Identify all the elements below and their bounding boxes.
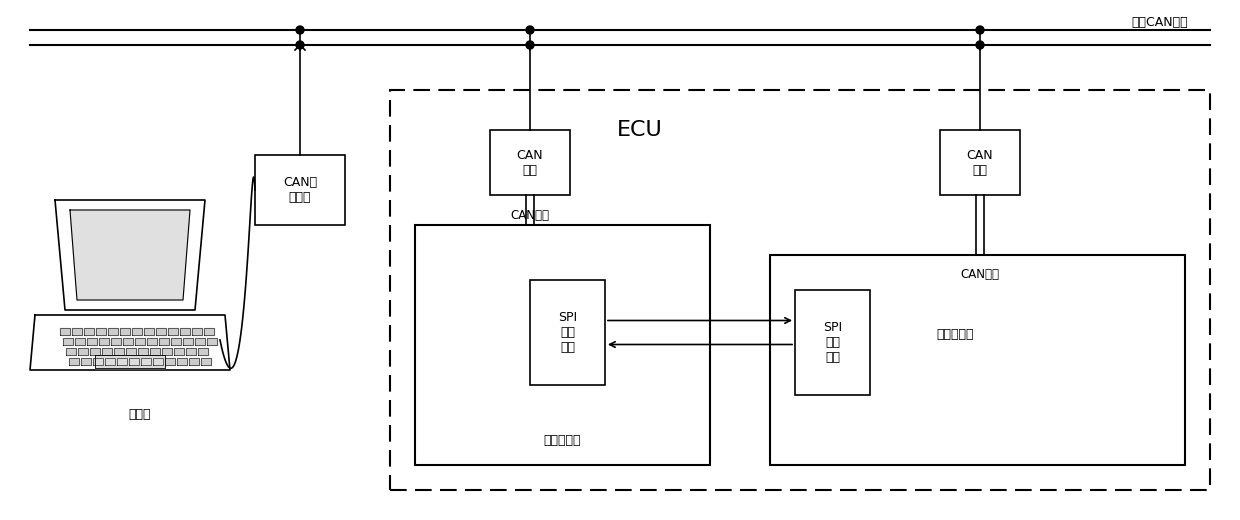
Polygon shape bbox=[167, 328, 179, 335]
Polygon shape bbox=[69, 210, 190, 300]
FancyBboxPatch shape bbox=[529, 280, 605, 385]
Polygon shape bbox=[165, 358, 175, 365]
Polygon shape bbox=[148, 338, 157, 345]
Polygon shape bbox=[55, 200, 205, 310]
FancyBboxPatch shape bbox=[415, 225, 711, 465]
Polygon shape bbox=[87, 338, 97, 345]
Polygon shape bbox=[63, 338, 73, 345]
Text: CAN模块: CAN模块 bbox=[961, 268, 999, 281]
Polygon shape bbox=[174, 348, 184, 355]
Polygon shape bbox=[180, 328, 190, 335]
Text: SPI
通讯
模块: SPI 通讯 模块 bbox=[558, 311, 577, 354]
Circle shape bbox=[296, 26, 304, 34]
Circle shape bbox=[526, 41, 534, 49]
Polygon shape bbox=[126, 348, 136, 355]
Polygon shape bbox=[114, 348, 124, 355]
Polygon shape bbox=[81, 358, 91, 365]
Polygon shape bbox=[177, 358, 187, 365]
Polygon shape bbox=[188, 358, 198, 365]
Polygon shape bbox=[162, 348, 172, 355]
Circle shape bbox=[976, 26, 985, 34]
Polygon shape bbox=[60, 328, 69, 335]
Polygon shape bbox=[135, 338, 145, 345]
Polygon shape bbox=[171, 338, 181, 345]
FancyBboxPatch shape bbox=[490, 130, 570, 195]
FancyBboxPatch shape bbox=[255, 155, 345, 225]
Polygon shape bbox=[95, 328, 105, 335]
Text: CAN模块: CAN模块 bbox=[511, 209, 549, 222]
Text: SPI
通讯
模块: SPI 通讯 模块 bbox=[823, 321, 842, 364]
Polygon shape bbox=[78, 348, 88, 355]
FancyBboxPatch shape bbox=[391, 90, 1210, 490]
Polygon shape bbox=[156, 328, 166, 335]
Polygon shape bbox=[84, 328, 94, 335]
Polygon shape bbox=[66, 348, 76, 355]
Polygon shape bbox=[195, 338, 205, 345]
Polygon shape bbox=[205, 328, 215, 335]
Polygon shape bbox=[138, 348, 148, 355]
Polygon shape bbox=[30, 315, 229, 370]
Polygon shape bbox=[105, 358, 115, 365]
Text: 辅控制芯片: 辅控制芯片 bbox=[936, 329, 973, 342]
Text: 上位机: 上位机 bbox=[129, 409, 151, 422]
Text: 主控制芯片: 主控制芯片 bbox=[544, 434, 582, 447]
Polygon shape bbox=[131, 328, 143, 335]
Text: CAN
驱动: CAN 驱动 bbox=[967, 149, 993, 176]
Polygon shape bbox=[207, 338, 217, 345]
Text: CAN
驱动: CAN 驱动 bbox=[517, 149, 543, 176]
Polygon shape bbox=[93, 358, 103, 365]
Polygon shape bbox=[129, 358, 139, 365]
Polygon shape bbox=[201, 358, 211, 365]
Polygon shape bbox=[95, 355, 165, 368]
Polygon shape bbox=[99, 338, 109, 345]
Polygon shape bbox=[186, 348, 196, 355]
FancyBboxPatch shape bbox=[940, 130, 1021, 195]
FancyBboxPatch shape bbox=[795, 290, 870, 395]
Polygon shape bbox=[69, 358, 79, 365]
Text: 整车CAN网络: 整车CAN网络 bbox=[1132, 16, 1188, 29]
Circle shape bbox=[296, 41, 304, 49]
Polygon shape bbox=[184, 338, 193, 345]
Circle shape bbox=[526, 26, 534, 34]
Text: ECU: ECU bbox=[618, 120, 663, 140]
Circle shape bbox=[976, 41, 985, 49]
Polygon shape bbox=[192, 328, 202, 335]
FancyBboxPatch shape bbox=[770, 255, 1185, 465]
Polygon shape bbox=[198, 348, 208, 355]
Polygon shape bbox=[153, 358, 162, 365]
Text: CAN通
讯设备: CAN通 讯设备 bbox=[283, 176, 317, 204]
Polygon shape bbox=[117, 358, 126, 365]
Polygon shape bbox=[112, 338, 122, 345]
Polygon shape bbox=[108, 328, 118, 335]
Polygon shape bbox=[102, 348, 112, 355]
Polygon shape bbox=[159, 338, 169, 345]
Polygon shape bbox=[150, 348, 160, 355]
Polygon shape bbox=[91, 348, 100, 355]
Polygon shape bbox=[141, 358, 151, 365]
Polygon shape bbox=[74, 338, 86, 345]
Polygon shape bbox=[72, 328, 82, 335]
Polygon shape bbox=[123, 338, 133, 345]
Polygon shape bbox=[120, 328, 130, 335]
Polygon shape bbox=[144, 328, 154, 335]
